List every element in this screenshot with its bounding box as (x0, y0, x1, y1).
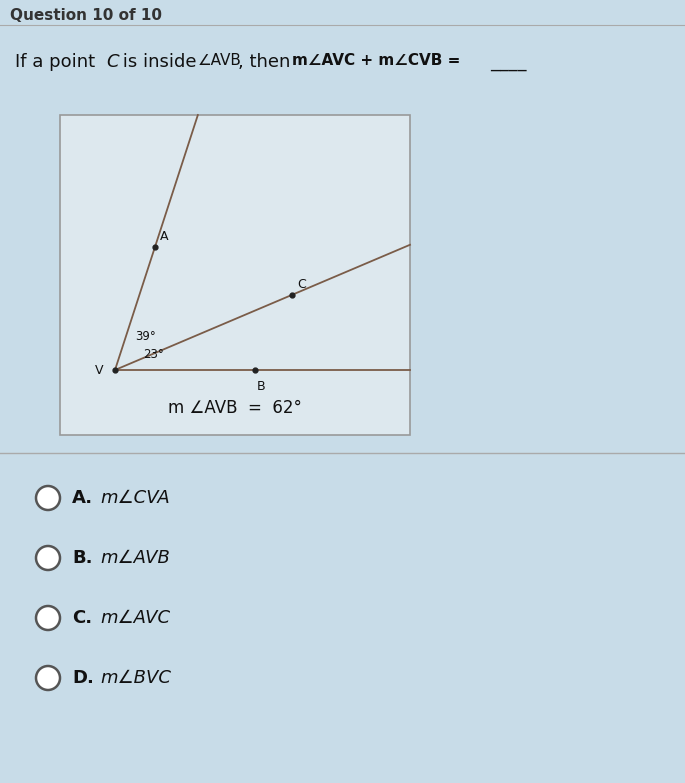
Text: B.: B. (72, 549, 92, 567)
Text: A: A (160, 230, 169, 244)
Text: If a point: If a point (15, 53, 101, 71)
Text: C.: C. (72, 609, 92, 627)
Text: C: C (106, 53, 119, 71)
Text: ∠AVB: ∠AVB (198, 53, 242, 68)
Circle shape (36, 666, 60, 690)
Text: 23°: 23° (143, 348, 164, 361)
Circle shape (36, 486, 60, 510)
Text: 39°: 39° (135, 330, 155, 343)
Text: ____: ____ (490, 53, 527, 71)
Text: B: B (257, 380, 266, 393)
Text: m ∠AVB  =  62°: m ∠AVB = 62° (168, 399, 302, 417)
Text: D.: D. (72, 669, 94, 687)
Text: m∠CVA: m∠CVA (100, 489, 170, 507)
Text: , then: , then (238, 53, 296, 71)
Text: m∠AVC + m∠CVB =: m∠AVC + m∠CVB = (292, 53, 460, 68)
Text: m∠AVC: m∠AVC (100, 609, 170, 627)
Text: A.: A. (72, 489, 93, 507)
Text: m∠BVC: m∠BVC (100, 669, 171, 687)
Text: Question 10 of 10: Question 10 of 10 (10, 8, 162, 23)
Circle shape (36, 606, 60, 630)
Circle shape (36, 546, 60, 570)
Text: V: V (95, 363, 103, 377)
FancyBboxPatch shape (60, 115, 410, 435)
Text: C: C (297, 278, 306, 290)
Text: is inside: is inside (117, 53, 202, 71)
Text: m∠AVB: m∠AVB (100, 549, 170, 567)
